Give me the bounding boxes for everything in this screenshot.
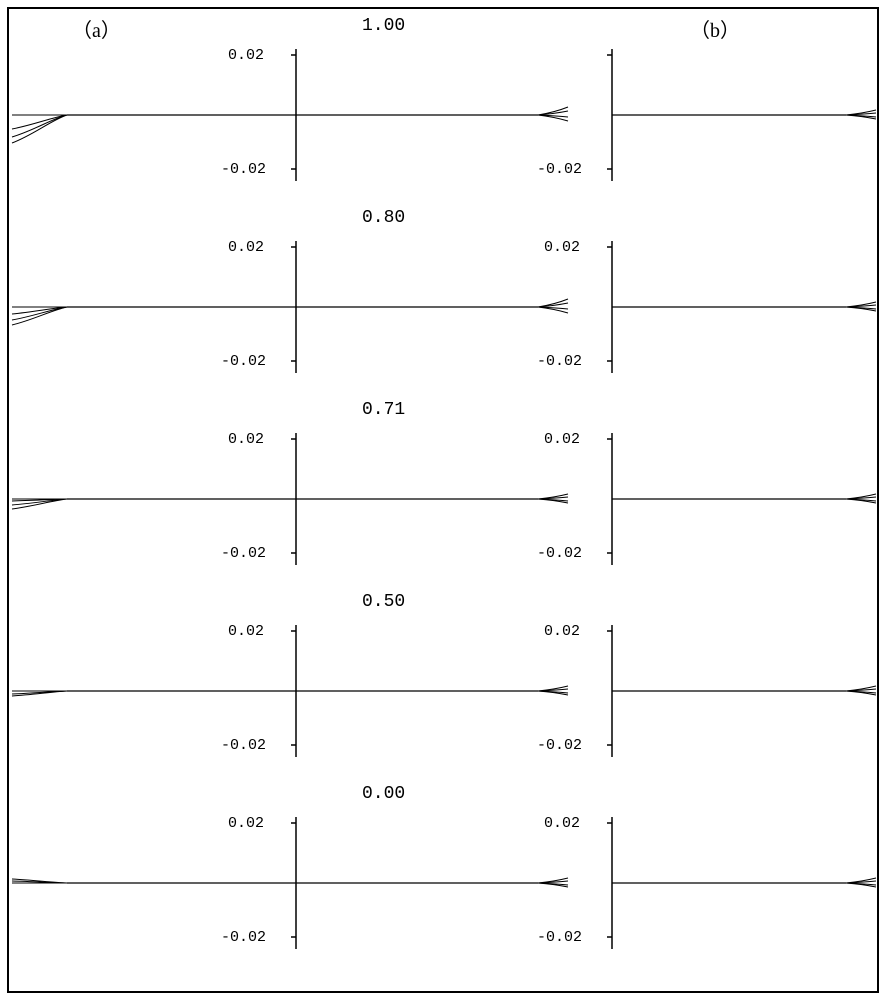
tick-label: 0.02 bbox=[228, 431, 264, 448]
tick-label: 0.02 bbox=[228, 239, 264, 256]
chart-canvas bbox=[0, 0, 886, 1000]
tick-label: -0.02 bbox=[537, 545, 582, 562]
tick-label: 0.02 bbox=[228, 815, 264, 832]
tick-label: -0.02 bbox=[221, 353, 266, 370]
row-label: 0.50 bbox=[362, 592, 405, 612]
tick-label: 0.02 bbox=[544, 431, 580, 448]
tick-label: -0.02 bbox=[537, 353, 582, 370]
tick-label: -0.02 bbox=[221, 161, 266, 178]
tick-label: -0.02 bbox=[537, 737, 582, 754]
tick-label: -0.02 bbox=[221, 929, 266, 946]
row-label: 0.80 bbox=[362, 208, 405, 228]
row-label: 0.71 bbox=[362, 400, 405, 420]
tick-label: 0.02 bbox=[228, 47, 264, 64]
tick-label: 0.02 bbox=[544, 239, 580, 256]
tick-label: -0.02 bbox=[221, 737, 266, 754]
tick-label: -0.02 bbox=[221, 545, 266, 562]
tick-label: 0.02 bbox=[544, 815, 580, 832]
tick-label: -0.02 bbox=[537, 161, 582, 178]
tick-label: -0.02 bbox=[537, 929, 582, 946]
tick-label: 0.02 bbox=[544, 623, 580, 640]
tick-label: 0.02 bbox=[228, 623, 264, 640]
row-label: 1.00 bbox=[362, 16, 405, 36]
row-label: 0.00 bbox=[362, 784, 405, 804]
